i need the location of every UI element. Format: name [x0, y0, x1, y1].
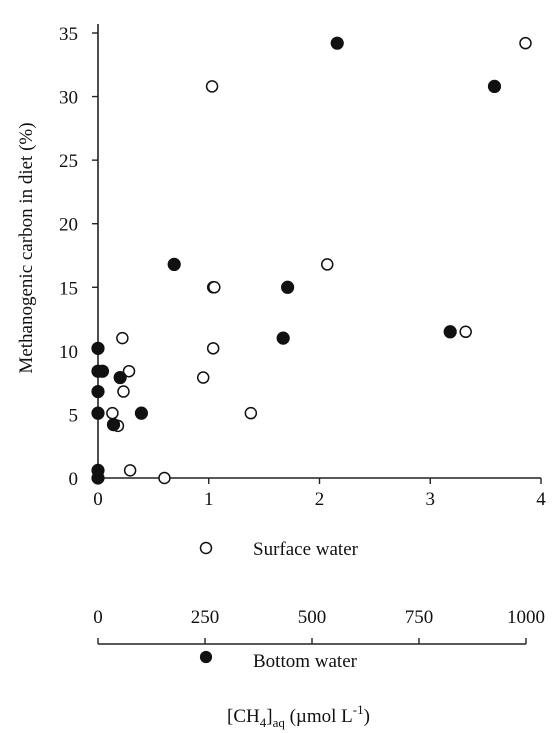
y-tick-label: 0	[69, 469, 79, 490]
x-axis-title-sup: -1	[353, 702, 364, 717]
bottom-water-point	[91, 384, 105, 399]
x-tick-label-bottom: 0	[93, 607, 103, 628]
surface-water-point	[122, 364, 136, 378]
x-axis-title-unit: (µmol L	[285, 706, 353, 727]
x-tick-label-surface: 3	[426, 489, 436, 510]
bottom-water-point	[134, 406, 149, 420]
x-tick-label-bottom: 250	[191, 607, 220, 628]
surface-water-point	[244, 406, 258, 420]
bottom-water-point	[330, 36, 344, 50]
x-axis-title: [CH4]aq (µmol L-1)	[227, 702, 370, 730]
y-tick-label: 10	[59, 342, 78, 363]
x-ticks-bottom: 0 250 500 750 1000	[93, 607, 545, 644]
y-tick-label: 35	[59, 24, 78, 45]
y-tick-label: 5	[69, 405, 79, 426]
x-tick-label-bottom: 500	[298, 607, 327, 628]
x-axis-title-sub1: 4	[260, 715, 267, 730]
surface-water-point	[196, 371, 210, 384]
surface-water-point	[208, 281, 221, 294]
surface-water-point	[459, 325, 472, 339]
bottom-water-point	[95, 364, 110, 378]
bottom-water-point	[443, 325, 457, 339]
bottom-water-point	[167, 257, 181, 271]
y-tick-label: 15	[59, 278, 78, 299]
y-axis-title: Methanogenic carbon in diet (%)	[16, 122, 37, 373]
surface-water-point	[106, 406, 119, 420]
bottom-water-point	[91, 406, 105, 420]
x-tick-label-surface: 2	[315, 489, 325, 510]
y-tick-label: 25	[59, 151, 78, 172]
bottom-water-point	[91, 341, 105, 355]
x-tick-label-surface: 0	[93, 489, 103, 510]
legend-bottom-label: Bottom water	[253, 651, 358, 672]
y-ticks: 0 5 10 15 20 25 30 35	[59, 24, 98, 490]
y-tick-label: 30	[59, 88, 78, 109]
y-tick-label: 20	[59, 215, 78, 236]
x-axis-title-base: [CH	[227, 706, 260, 727]
x-tick-label-surface: 4	[536, 489, 546, 510]
x-axis-title-end: )	[364, 706, 370, 727]
bottom-water-point	[91, 463, 105, 477]
legend-surface-label: Surface water	[253, 539, 359, 560]
bottom-water-point	[281, 280, 295, 294]
data-points	[91, 36, 532, 485]
bottom-water-point	[113, 370, 127, 385]
x-tick-label-bottom: 1000	[507, 607, 545, 628]
legend-bottom-marker	[199, 650, 213, 664]
surface-water-point	[123, 464, 137, 477]
x-axis-title-sub2: aq	[273, 715, 286, 730]
bottom-water-point	[106, 418, 121, 432]
legend-surface-marker	[199, 541, 213, 555]
bottom-water-point	[276, 331, 290, 345]
surface-water-point	[519, 36, 532, 50]
surface-water-point	[158, 471, 171, 485]
x-tick-label-bottom: 750	[405, 607, 434, 628]
surface-water-point	[206, 342, 220, 355]
x-tick-label-surface: 1	[204, 489, 214, 510]
surface-water-point	[116, 331, 129, 345]
bottom-water-point	[487, 79, 502, 94]
surface-water-point	[321, 258, 334, 271]
surface-water-point	[205, 80, 219, 93]
x-axis-title-mid: ]	[266, 706, 272, 727]
surface-water-point	[117, 385, 130, 398]
